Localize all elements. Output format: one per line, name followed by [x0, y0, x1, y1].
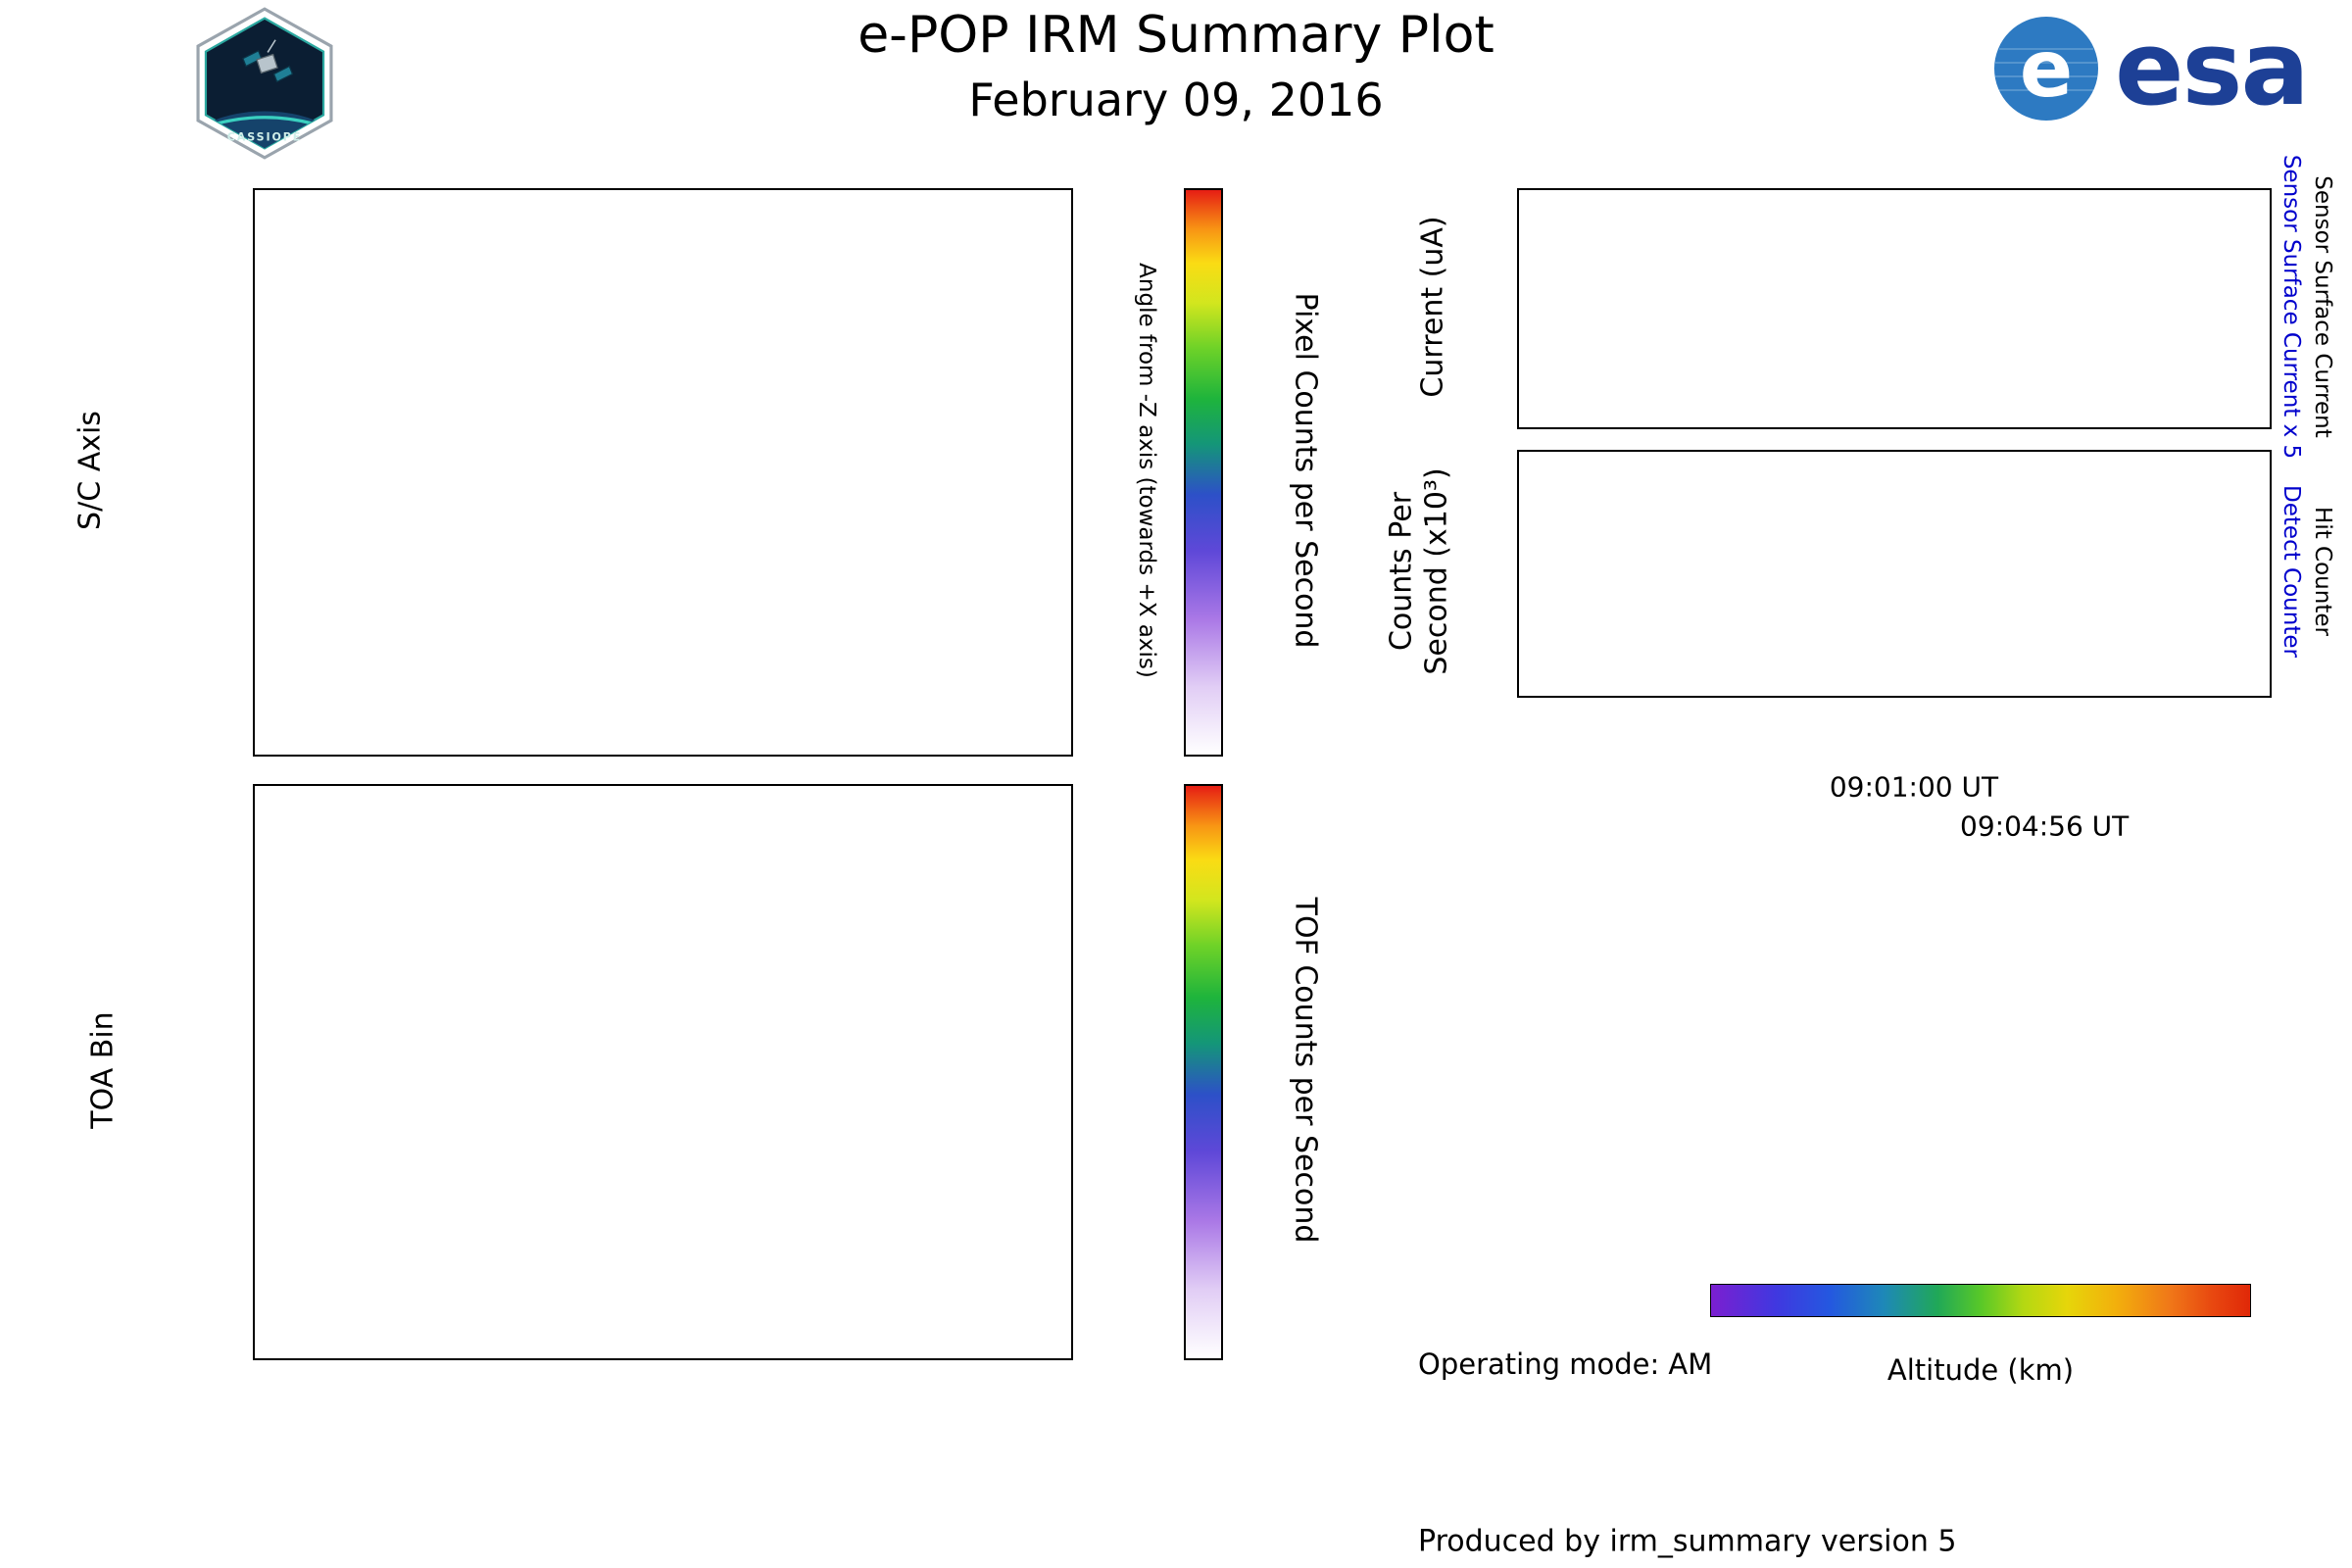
cassiope-label: CASSIOPE — [227, 130, 302, 143]
angle-axis-label: Angle from -Z axis (towards +X axis) — [1134, 263, 1159, 678]
sensor-surface-current-label: Sensor Surface Current — [2310, 175, 2335, 438]
detect-counter-label: Detect Counter — [2278, 485, 2304, 658]
counts-ylabel-line2: Second (x10³) — [1419, 467, 1454, 675]
altitude-colorbar-label: Altitude (km) — [1886, 1353, 2075, 1387]
page-date: February 09, 2016 — [968, 74, 1384, 126]
tof-counts-colorbar-label: TOF Counts per Second — [1288, 897, 1323, 1244]
track-end-time-label: 09:04:56 UT — [1960, 809, 2130, 843]
operating-mode-text: Operating mode: AM — [1418, 1348, 1713, 1381]
current-ylabel: Current (uA) — [1415, 216, 1450, 398]
esa-logo: e esa — [1989, 9, 2313, 128]
sensor-surface-current-x5-label: Sensor Surface Current x 5 — [2278, 154, 2304, 460]
sc-axis-spectrogram-canvas — [253, 188, 1073, 757]
counters-plot-canvas — [1517, 450, 2272, 698]
track-start-time-label: 09:01:00 UT — [1829, 770, 1999, 804]
pixel-counts-colorbar — [1184, 188, 1223, 757]
toa-spectrogram-canvas — [253, 784, 1073, 1360]
altitude-colorbar — [1710, 1284, 2251, 1317]
produced-by-text: Produced by irm_summary version 5 — [1418, 1524, 1957, 1559]
esa-logo-text: esa — [2115, 9, 2310, 128]
ground-track-map-canvas — [1402, 780, 2250, 1245]
sc-axis-ylabel: S/C Axis — [73, 411, 108, 530]
esa-logo-circle: e — [1994, 17, 2098, 121]
satellite-body — [256, 53, 278, 74]
sensor-current-plot-canvas — [1517, 188, 2272, 429]
toa-bin-ylabel: TOA Bin — [85, 1011, 121, 1129]
hit-counter-label: Hit Counter — [2310, 507, 2335, 636]
tof-counts-colorbar — [1184, 784, 1223, 1360]
esa-logo-e: e — [2020, 24, 2073, 115]
pixel-counts-colorbar-label: Pixel Counts per Second — [1288, 292, 1323, 649]
page-title: e-POP IRM Summary Plot — [858, 6, 1494, 65]
cassiope-logo: CASSIOPE — [196, 7, 333, 160]
counts-ylabel-line1: Counts Per — [1384, 491, 1419, 652]
